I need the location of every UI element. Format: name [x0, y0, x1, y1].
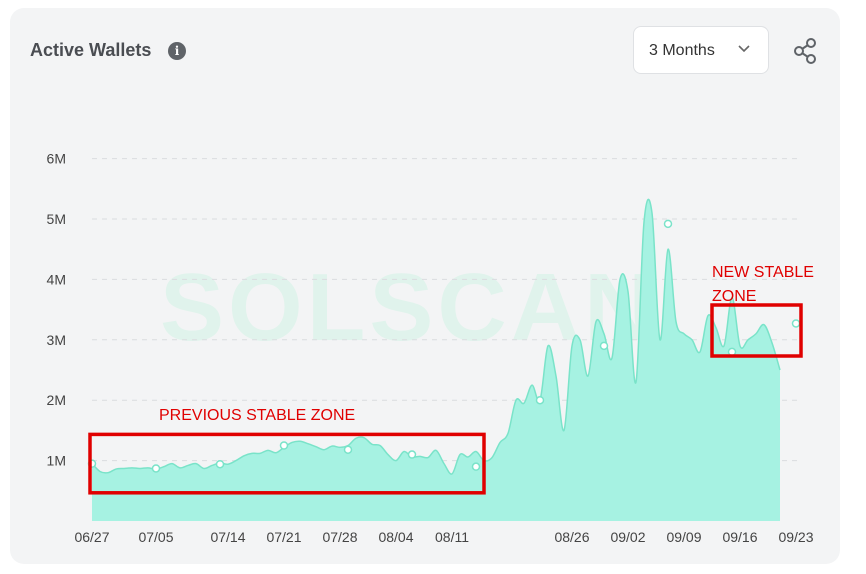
data-point — [471, 462, 481, 471]
x-tick-label: 09/09 — [666, 529, 701, 545]
share-icon[interactable] — [791, 37, 819, 65]
data-point — [151, 464, 161, 473]
data-point — [535, 395, 545, 405]
x-tick-label: 07/05 — [138, 529, 173, 545]
data-point — [215, 459, 225, 469]
data-point — [599, 341, 609, 351]
previous-zone-label: PREVIOUS STABLE ZONE — [159, 407, 355, 424]
x-tick-label: 08/04 — [378, 529, 413, 545]
x-tick-label: 08/26 — [554, 529, 589, 545]
x-tick-label: 07/28 — [322, 529, 357, 545]
x-tick-label: 09/02 — [610, 529, 645, 545]
chevron-down-icon — [738, 45, 750, 53]
new-zone-label: ZONE — [712, 288, 756, 305]
time-range-value: 3 Months — [649, 42, 715, 59]
x-tick-label: 07/14 — [210, 529, 245, 545]
y-tick-label: 5M — [47, 211, 66, 227]
data-point — [279, 441, 289, 450]
info-icon[interactable]: i — [168, 42, 186, 60]
new-zone-label: NEW STABLE — [712, 264, 814, 281]
solscan-watermark: SOLSCAN — [160, 254, 657, 361]
chart-title: Active Wallets — [30, 40, 152, 60]
series-line — [91, 198, 781, 475]
data-point — [407, 450, 417, 459]
data-point — [791, 319, 801, 328]
x-tick-label: 07/21 — [266, 529, 301, 545]
y-tick-label: 3M — [47, 332, 66, 348]
y-tick-label: 4M — [47, 271, 66, 287]
data-point — [663, 219, 673, 229]
y-tick-label: 2M — [47, 392, 66, 408]
x-tick-label: 06/27 — [74, 529, 109, 545]
time-range-select[interactable]: 3 Months — [633, 26, 769, 74]
y-tick-label: 6M — [47, 151, 66, 167]
data-point — [343, 445, 353, 454]
new-zone-box — [710, 303, 803, 358]
previous-zone-box — [88, 432, 486, 495]
series-area — [92, 199, 780, 521]
y-tick-label: 1M — [47, 453, 66, 469]
x-tick-label: 09/23 — [778, 529, 813, 545]
x-tick-label: 08/11 — [435, 529, 469, 545]
x-tick-label: 09/16 — [722, 529, 757, 545]
